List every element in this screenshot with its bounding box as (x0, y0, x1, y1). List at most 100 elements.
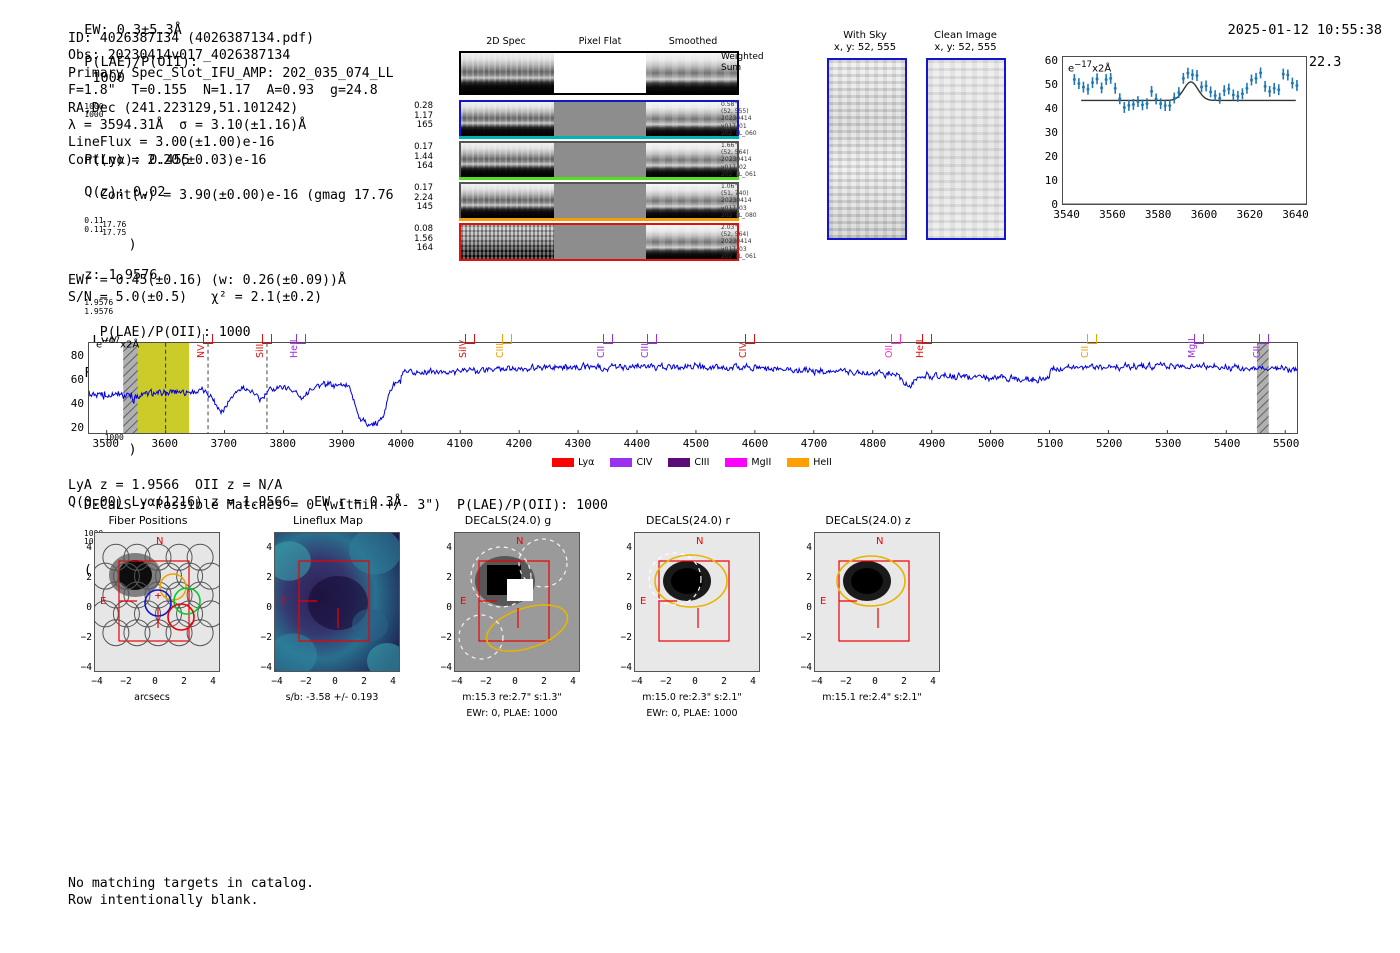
exposure-left-labels: 0.08 1.56 164 (414, 224, 433, 253)
spectrum-x-tick: 3500 (92, 437, 119, 450)
decals-panel-title: Fiber Positions (108, 514, 188, 527)
legend-item: MgII (725, 457, 771, 468)
col-header-2d-spec: 2D Spec (486, 36, 526, 47)
decals-y-tick: −4 (260, 662, 272, 673)
decals-panel-title: DECaLS(24.0) z (825, 514, 911, 527)
zoom-x-tick: 3560 (1099, 208, 1126, 221)
emission-line-label: CII (596, 345, 608, 358)
spectrum-x-tick: 4200 (505, 437, 533, 450)
decals-panel-caption: m:15.3 re:2.7" s:1.3" (462, 692, 562, 703)
info-ewr: EWr = 0.45(±0.16) (w: 0.26(±0.09))Å (68, 272, 346, 288)
decals-panel-image[interactable] (634, 532, 760, 672)
spectrum-x-tick: 4000 (387, 437, 415, 450)
decals-panel-caption: m:15.1 re:2.4" s:2.1" (822, 692, 922, 703)
emission-line-marker (1193, 334, 1204, 344)
decals-y-tick: 2 (626, 572, 632, 583)
spectrum-y-tick: 40 (70, 397, 84, 411)
emission-line-label: CIV (738, 342, 750, 358)
decals-y-tick: 0 (86, 602, 92, 613)
info-redshifts: LyA z = 1.9566 OII z = N/A (68, 477, 283, 493)
exposure-right-info: 0.58" (52, 555) 20230414 v017_01 202_LL_… (721, 101, 757, 137)
decals-panel-caption-secondary: EWr: 0, PLAE: 1000 (466, 708, 558, 719)
compass-east-label: E (280, 596, 287, 607)
decals-y-tick: 4 (806, 542, 812, 553)
compass-north-label: N (876, 536, 884, 547)
spectrum-x-tick: 5400 (1213, 437, 1241, 450)
decals-x-tick: 0 (512, 676, 518, 687)
decals-x-tick: −2 (300, 676, 312, 687)
spectrum-x-tick: 4700 (800, 437, 828, 450)
zoom-x-tick: 3620 (1236, 208, 1264, 221)
decals-panel-caption: arcsecs (134, 692, 170, 703)
decals-x-tick: 0 (332, 676, 338, 687)
with-sky-cutout-image (827, 58, 907, 240)
emission-line-label: SiII (255, 343, 267, 358)
decals-panel-image[interactable] (454, 532, 580, 672)
zoom-plot-canvas (1063, 67, 1306, 205)
weighted-sum-pixel-flat-image (553, 53, 647, 93)
decals-panel-image[interactable]: + (94, 532, 220, 672)
header-plae-value: 1000 (92, 70, 125, 86)
header-plae-fraction: 1000 1000 (84, 101, 104, 120)
spectrum-x-tick: 5000 (977, 437, 1005, 450)
spectrum-flux-annotation: e−17x2Å (96, 336, 140, 351)
zoom-x-tick: 3640 (1282, 208, 1309, 221)
exposure-row (459, 141, 739, 179)
decals-y-tick: 4 (266, 542, 272, 553)
decals-y-tick: 0 (266, 602, 272, 613)
spectrum-x-tick: 3800 (269, 437, 297, 450)
clean-image-cutout-image (926, 58, 1006, 240)
decals-x-tick: −2 (840, 676, 852, 687)
emission-line-marker (745, 334, 756, 344)
decals-panel-caption-secondary: EWr: 0, PLAE: 1000 (646, 708, 738, 719)
emission-line-marker (262, 334, 273, 344)
emission-line-marker (603, 334, 614, 344)
exposure-row (459, 182, 739, 220)
footer-note: No matching targets in catalog. Row inte… (68, 875, 314, 910)
decals-y-tick: 0 (806, 602, 812, 613)
compass-east-label: E (820, 596, 827, 607)
spectrum-x-tick: 4400 (623, 437, 651, 450)
header-plae-label: P(LAE)/P(OII): (84, 54, 199, 70)
info-radec: RA,Dec (241.223129,51.101242) (68, 100, 299, 116)
info-sn-chi2: S/N = 5.0(±0.5) χ² = 2.1(±0.2) (68, 290, 323, 306)
row-divider-green (459, 177, 739, 180)
header-z-fraction: 1.9576 1.9576 (84, 298, 114, 316)
decals-x-tick: −4 (451, 676, 463, 687)
spectrum-x-tick: 3900 (328, 437, 356, 450)
with-sky-title: With Sky x, y: 52, 555 (833, 30, 897, 53)
emission-line-marker (501, 334, 512, 344)
decals-x-tick: 4 (390, 676, 396, 687)
exposure-right-info: 1.66" (52, 564) 20230414 v017_02 202_LL_… (721, 142, 757, 178)
legend-swatch (610, 458, 633, 467)
legend-item: Lyα (552, 457, 594, 468)
emission-line-label: CII (1251, 345, 1263, 358)
exposure-2d-spec-image (461, 184, 554, 218)
spectrum-y-tick: 80 (70, 349, 84, 363)
exposure-right-info: 1.06" (51, 740) 20230414 v017_03 202_LL_… (721, 183, 757, 219)
col-header-smoothed: Smoothed (668, 36, 718, 47)
legend-swatch (787, 458, 810, 467)
decals-panel-image[interactable] (814, 532, 940, 672)
legend-label: HeII (813, 457, 832, 468)
info-q-line: Q(0.00) Lyα(1216) z = 1.9566 EW r = 0.3Å (68, 495, 402, 511)
emission-line-marker (891, 334, 902, 344)
decals-x-tick: 0 (692, 676, 698, 687)
decals-x-tick: −4 (271, 676, 283, 687)
emission-line-label: CIII (640, 342, 652, 358)
weighted-sum-label: Weighted Sum (721, 52, 764, 73)
exposure-smoothed-image (646, 184, 737, 218)
zoom-x-tick: 3600 (1190, 208, 1218, 221)
zoom-y-tick: 40 (1044, 101, 1058, 115)
zoom-x-tick: 3580 (1144, 208, 1172, 221)
exposure-left-labels: 0.28 1.17 165 (414, 101, 433, 130)
legend-item: CIV (610, 457, 652, 468)
decals-panel-caption: m:15.0 re:2.3" s:2.1" (642, 692, 742, 703)
decals-y-tick: 2 (86, 572, 92, 583)
decals-y-tick: −2 (440, 632, 452, 643)
header-qz: Q(z): 0.02 (84, 184, 166, 201)
decals-y-tick: −4 (80, 662, 92, 673)
decals-panel-image[interactable] (274, 532, 400, 672)
zoom-x-tick: 3540 (1053, 208, 1080, 221)
header-ew: EW: 0.3±5.3Å (84, 22, 182, 38)
